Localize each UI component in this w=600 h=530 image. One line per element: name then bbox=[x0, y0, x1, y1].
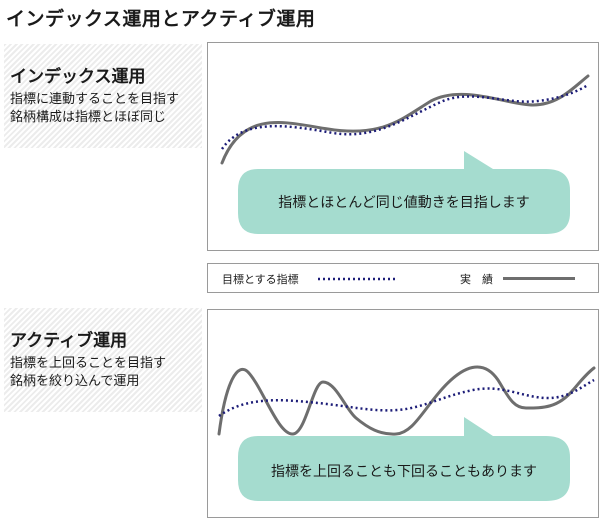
index-section-heading: インデックス運用 bbox=[10, 67, 146, 87]
active-chart-panel: 指標を上回ることも下回ることもあります bbox=[207, 309, 599, 518]
active-actual-line bbox=[217, 365, 596, 436]
legend-index-label: 目標とする指標 bbox=[222, 273, 299, 286]
index-chart bbox=[220, 74, 590, 234]
index-section-description: 指標に連動することを目指す 銘柄構成は指標とほぼ同じ bbox=[10, 91, 200, 127]
active-section-description: 指標を上回ることを目指す 銘柄を絞り込んで運用 bbox=[10, 355, 200, 391]
legend-index-swatch bbox=[318, 277, 396, 281]
active-target-line bbox=[218, 378, 595, 418]
active-chart bbox=[217, 365, 596, 501]
active-description-line-1: 指標を上回ることを目指す bbox=[10, 356, 167, 371]
index-chart-panel: 指標とほとんど同じ値動きを目指します bbox=[207, 42, 599, 251]
active-description-line-2: 銘柄を絞り込んで運用 bbox=[10, 374, 140, 389]
index-actual-line bbox=[220, 74, 590, 165]
index-target-line bbox=[220, 83, 589, 150]
index-bubble-text: 指標とほとんど同じ値動きを目指します bbox=[278, 195, 530, 211]
chart-legend: 目標とする指標 実 績 bbox=[207, 263, 599, 293]
active-section-sidebar: アクティブ運用 指標を上回ることを目指す 銘柄を絞り込んで運用 bbox=[4, 308, 202, 412]
index-section-sidebar: インデックス運用 指標に連動することを目指す 銘柄構成は指標とほぼ同じ bbox=[4, 44, 202, 148]
legend-actual-swatch bbox=[503, 277, 575, 280]
active-section-heading: アクティブ運用 bbox=[10, 331, 128, 351]
legend-actual-label: 実 績 bbox=[460, 273, 493, 286]
index-description-line-2: 銘柄構成は指標とほぼ同じ bbox=[10, 110, 167, 125]
page-title: インデックス運用とアクティブ運用 bbox=[6, 8, 316, 30]
active-bubble bbox=[238, 417, 570, 501]
index-bubble bbox=[238, 151, 570, 234]
index-description-line-1: 指標に連動することを目指す bbox=[10, 92, 180, 107]
active-bubble-text: 指標を上回ることも下回ることもあります bbox=[271, 464, 537, 480]
